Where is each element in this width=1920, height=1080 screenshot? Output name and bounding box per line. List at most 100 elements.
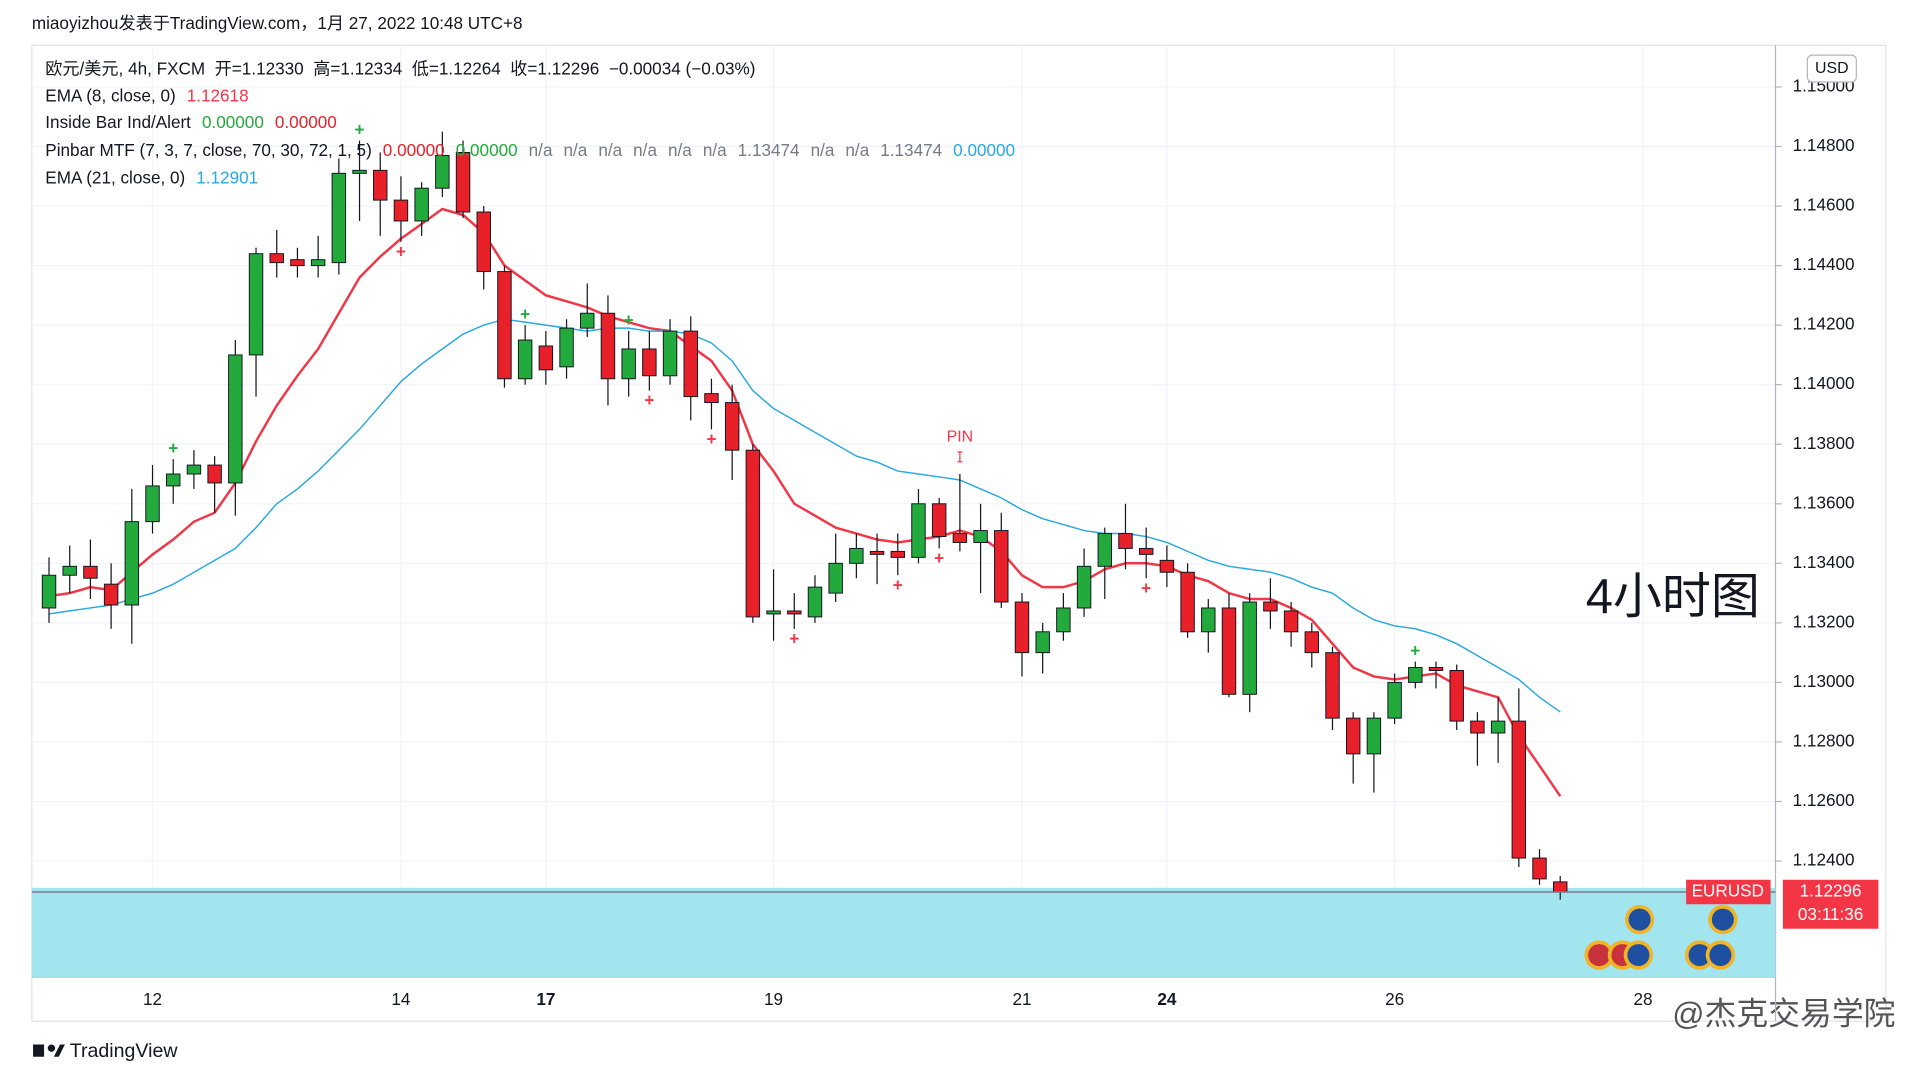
- candle-body: [1470, 720, 1485, 734]
- candle-body: [310, 259, 326, 267]
- candle-body: [559, 327, 574, 368]
- candle-body: [1304, 631, 1320, 654]
- candle-body: [352, 169, 367, 174]
- candle-body: [642, 348, 657, 377]
- candle-body: [166, 473, 181, 487]
- candle-body: [1056, 607, 1071, 633]
- buy-signal: +: [624, 310, 634, 330]
- watermark: @杰克交易学院: [1672, 996, 1895, 1032]
- legend-text: 欧元/美元, 4h, FXCM 开=1.12330 高=1.12334 低=1.…: [45, 58, 755, 78]
- candle-body: [124, 521, 140, 606]
- candle-body: [1490, 720, 1506, 734]
- x-tick-label: 19: [764, 989, 783, 1009]
- y-tick-label: 1.13600: [1793, 492, 1855, 512]
- y-tick-label: 1.13000: [1793, 671, 1855, 691]
- candle-body: [62, 565, 77, 576]
- legend-text: n/a: [703, 140, 727, 160]
- legend-text: n/a: [563, 140, 587, 160]
- candle-body: [476, 211, 491, 273]
- candle-body: [1180, 571, 1195, 633]
- ema-line: [48, 318, 1561, 713]
- legend-text: 0.00000: [202, 112, 264, 132]
- legend-text: 1.12901: [196, 167, 258, 187]
- candle-body: [890, 550, 905, 558]
- x-tick-label: 24: [1157, 989, 1177, 1009]
- logo-part: [47, 1044, 56, 1052]
- legend-text: n/a: [633, 140, 657, 160]
- candle-body: [248, 253, 264, 356]
- candle-body: [1387, 681, 1402, 719]
- event-icon-inner: [1688, 944, 1711, 967]
- sell-signal: +: [893, 575, 903, 595]
- event-icon-inner: [1709, 944, 1732, 967]
- legend-text: 0.00000: [456, 140, 518, 160]
- legend-text: n/a: [598, 140, 622, 160]
- pin-label: PIN: [947, 428, 974, 445]
- sell-signal: +: [934, 548, 944, 568]
- x-tick-label: 21: [1012, 989, 1031, 1009]
- legend-text: EMA (21, close, 0): [45, 167, 185, 187]
- candle-body: [1366, 717, 1382, 755]
- y-tick-label: 1.13800: [1793, 433, 1855, 453]
- event-icon-inner: [1627, 944, 1650, 967]
- candle-body: [497, 271, 512, 380]
- x-tick-label: 28: [1633, 989, 1652, 1009]
- x-tick-label: 26: [1385, 989, 1404, 1009]
- candle-body: [331, 172, 347, 264]
- sell-signal: +: [644, 390, 654, 410]
- legend-text: n/a: [668, 140, 692, 160]
- candle-body: [83, 565, 98, 579]
- candle-body: [766, 610, 781, 615]
- candle-body: [103, 583, 119, 606]
- candle-body: [1532, 857, 1547, 880]
- legend-text: 0.00000: [383, 140, 445, 160]
- candle-body: [207, 464, 222, 484]
- candle-body: [828, 562, 843, 594]
- candle-body: [269, 253, 284, 264]
- candle-body: [290, 259, 305, 267]
- candle-body: [994, 530, 1009, 603]
- currency-button[interactable]: [1806, 54, 1857, 83]
- candle-body: [849, 547, 864, 564]
- y-tick-label: 1.14600: [1793, 195, 1855, 215]
- y-tick-label: 1.14400: [1793, 254, 1855, 274]
- y-tick-label: 1.14800: [1793, 135, 1855, 155]
- legend-text: EMA (8, close, 0): [45, 85, 175, 105]
- symbol-tag: [1686, 879, 1771, 905]
- annotation: 4小时图: [1586, 570, 1760, 624]
- candle-body: [745, 449, 761, 618]
- candle-body: [600, 312, 616, 380]
- logo-part: [53, 1044, 65, 1057]
- candle-body: [538, 345, 554, 371]
- candle-body: [1263, 601, 1278, 612]
- candle-body: [1159, 559, 1175, 573]
- y-tick-label: 1.13400: [1793, 552, 1855, 572]
- last-price-label: 1.12296: [1800, 881, 1862, 901]
- candle-body: [1242, 601, 1257, 695]
- countdown: 03:11:36: [1798, 904, 1863, 924]
- sell-signal: +: [789, 628, 799, 648]
- y-tick-label: 1.12800: [1793, 730, 1855, 750]
- buy-signal: +: [520, 304, 530, 324]
- tv-logo: [33, 1044, 65, 1057]
- y-tick-label: 1.14200: [1793, 314, 1855, 334]
- candle-body: [807, 586, 823, 618]
- currency-label: USD: [1815, 60, 1849, 77]
- candle-body: [414, 187, 429, 222]
- candle-body: [455, 151, 471, 213]
- legend-text: 1.13474: [738, 140, 800, 160]
- candle-body: [145, 485, 160, 523]
- candle-body: [1428, 667, 1444, 671]
- candle-body: [1552, 881, 1568, 893]
- candle-body: [931, 503, 947, 538]
- chart-frame: [31, 44, 1887, 1022]
- candle-body: [911, 503, 926, 558]
- candle-body: [228, 354, 243, 484]
- legend-text: Inside Bar Ind/Alert: [45, 112, 191, 132]
- x-tick-label: 14: [391, 989, 411, 1009]
- candle-body: [435, 154, 450, 189]
- y-tick-label: 1.14000: [1793, 373, 1855, 393]
- candle-body: [1345, 717, 1361, 755]
- candle-body: [1076, 565, 1092, 609]
- legend-text: n/a: [845, 140, 869, 160]
